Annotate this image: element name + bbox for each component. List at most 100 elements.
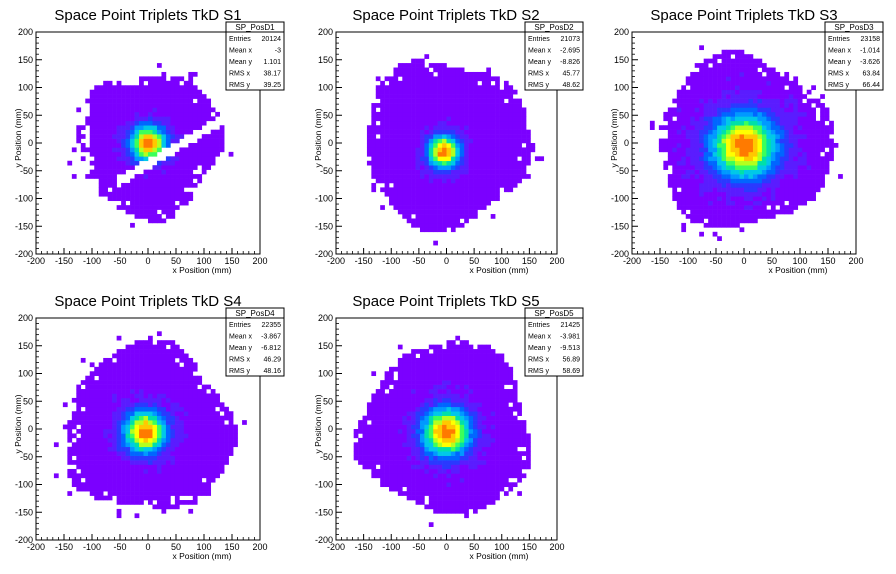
heatmap-bin: [766, 196, 772, 202]
heatmap-bin: [179, 451, 185, 456]
heatmap-bin: [94, 169, 100, 175]
heatmap-bin: [730, 138, 736, 144]
heatmap-bin: [721, 165, 727, 170]
heatmap-bin: [428, 94, 434, 99]
heatmap-bin: [371, 151, 377, 157]
heatmap-bin: [139, 362, 144, 368]
heatmap-bin: [437, 125, 443, 130]
heatmap-bin: [183, 375, 189, 381]
heatmap-bin: [183, 384, 189, 390]
heatmap-bin: [139, 344, 144, 350]
heatmap-bin: [134, 151, 140, 157]
x-tick-label: -150: [55, 542, 73, 552]
y-tick-label: -200: [611, 249, 629, 259]
heatmap-bin: [192, 482, 198, 488]
heatmap-bin: [477, 129, 483, 135]
heatmap-bin: [779, 111, 785, 117]
heatmap-bin: [739, 58, 745, 64]
heatmap-bin: [419, 406, 425, 412]
heatmap-bin: [134, 482, 140, 488]
heatmap-bin: [802, 165, 808, 170]
heatmap-bin: [80, 473, 86, 479]
heatmap-bin: [770, 134, 776, 139]
heatmap-bin: [112, 402, 117, 408]
heatmap-bin: [676, 147, 682, 153]
heatmap-bin: [121, 107, 126, 113]
heatmap-bin: [156, 182, 162, 188]
heatmap-bin: [94, 491, 100, 496]
heatmap-bin: [437, 120, 443, 126]
heatmap-bin: [170, 138, 176, 144]
heatmap-bin: [415, 362, 421, 368]
heatmap-bin: [824, 143, 830, 148]
heatmap-bin: [134, 349, 140, 354]
heatmap-bin: [179, 151, 185, 157]
heatmap-bin: [735, 71, 740, 77]
heatmap-bin: [143, 442, 149, 448]
heatmap-bin: [757, 76, 763, 82]
stats-label: Entries: [528, 36, 550, 43]
heatmap-bin: [188, 429, 194, 434]
heatmap-bin: [112, 451, 117, 456]
heatmap-bin: [699, 63, 704, 68]
heatmap-bin: [380, 147, 385, 153]
heatmap-bin: [481, 71, 487, 77]
heatmap-bin: [107, 138, 113, 144]
heatmap-bin: [402, 397, 408, 403]
heatmap-bin: [464, 98, 469, 104]
heatmap-bin: [371, 138, 377, 144]
heatmap-bin: [170, 473, 176, 479]
heatmap-bin: [402, 178, 408, 184]
heatmap-bin: [820, 156, 825, 162]
heatmap-bin: [411, 477, 416, 483]
heatmap-bin: [397, 116, 403, 122]
heatmap-bin: [717, 125, 722, 130]
heatmap-bin: [371, 107, 377, 113]
heatmap-bin: [98, 182, 104, 188]
heatmap-bin: [402, 415, 408, 421]
heatmap-bin: [411, 196, 416, 202]
heatmap-bin: [98, 451, 104, 456]
heatmap-bin: [130, 205, 135, 210]
heatmap-bin: [419, 89, 425, 95]
heatmap-bin: [161, 442, 167, 448]
heatmap-bin: [495, 134, 500, 139]
heatmap-bin: [156, 138, 162, 144]
heatmap-bin: [757, 98, 763, 104]
heatmap-bin: [468, 85, 474, 91]
heatmap-bin: [170, 125, 176, 130]
heatmap-bin: [428, 111, 434, 117]
heatmap-bin: [183, 415, 189, 421]
heatmap-bin: [130, 429, 135, 434]
heatmap-bin: [174, 491, 180, 496]
heatmap-bin: [112, 473, 117, 479]
heatmap-bin: [165, 340, 171, 345]
heatmap-bin: [103, 371, 108, 377]
heatmap-bin: [473, 89, 478, 95]
heatmap-bin: [170, 182, 176, 188]
heatmap-bin: [85, 468, 91, 474]
heatmap-bin: [380, 477, 385, 483]
heatmap-bin: [503, 138, 509, 144]
y-axis-label: y Position (mm): [13, 394, 23, 453]
heatmap-bin: [824, 165, 830, 170]
heatmap-bin: [717, 196, 722, 202]
heatmap-bin: [397, 98, 403, 104]
heatmap-bin: [744, 178, 749, 184]
heatmap-bin: [437, 71, 443, 77]
heatmap-bin: [415, 460, 421, 465]
heatmap-bin: [419, 209, 425, 215]
heatmap-bin: [219, 464, 225, 470]
heatmap-bin: [161, 196, 167, 202]
heatmap-bin: [179, 389, 185, 394]
stats-value: 39.25: [263, 82, 281, 89]
y-tick-label: 0: [28, 424, 33, 434]
heatmap-bin: [829, 147, 834, 153]
heatmap-bin: [788, 129, 794, 135]
heatmap-bin: [775, 134, 781, 139]
heatmap-bin: [406, 415, 412, 421]
heatmap-bin: [726, 138, 731, 144]
heatmap-bin: [188, 477, 194, 483]
heatmap-bin: [98, 482, 104, 488]
heatmap-bin: [94, 116, 100, 122]
